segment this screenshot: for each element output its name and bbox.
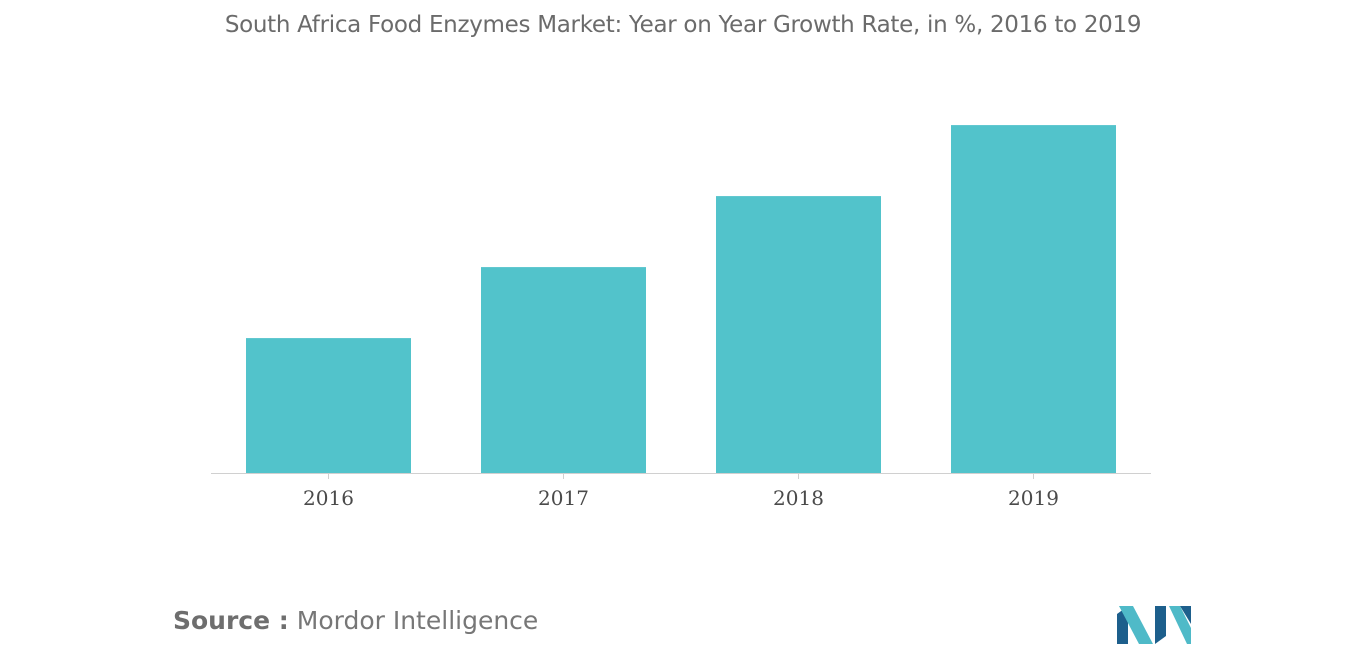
logo-left-diagonal	[1119, 606, 1153, 644]
x-tick-label-2017: 2017	[538, 486, 589, 510]
bar-2018	[716, 196, 881, 473]
chart-title: South Africa Food Enzymes Market: Year o…	[224, 12, 1142, 38]
logo-right-stroke	[1180, 606, 1191, 624]
source-note: Source : Mordor Intelligence	[173, 606, 538, 635]
bar-2019	[951, 125, 1116, 473]
x-tick-label-2019: 2019	[1008, 486, 1059, 510]
logo-right-diagonal	[1169, 606, 1191, 644]
source-label: Source :	[173, 606, 289, 635]
x-tick-label-2016: 2016	[303, 486, 354, 510]
bar-2017	[481, 267, 646, 473]
bars-group	[246, 125, 1116, 473]
logo-middle-stroke	[1155, 606, 1166, 644]
x-tick-label-2018: 2018	[773, 486, 824, 510]
source-text: Mordor Intelligence	[296, 606, 539, 635]
mordor-intelligence-logo	[1117, 606, 1191, 644]
x-tick-labels-group: 2016 2017 2018 2019	[303, 486, 1059, 510]
x-ticks-group	[328, 473, 1034, 479]
bar-2016	[246, 338, 411, 473]
